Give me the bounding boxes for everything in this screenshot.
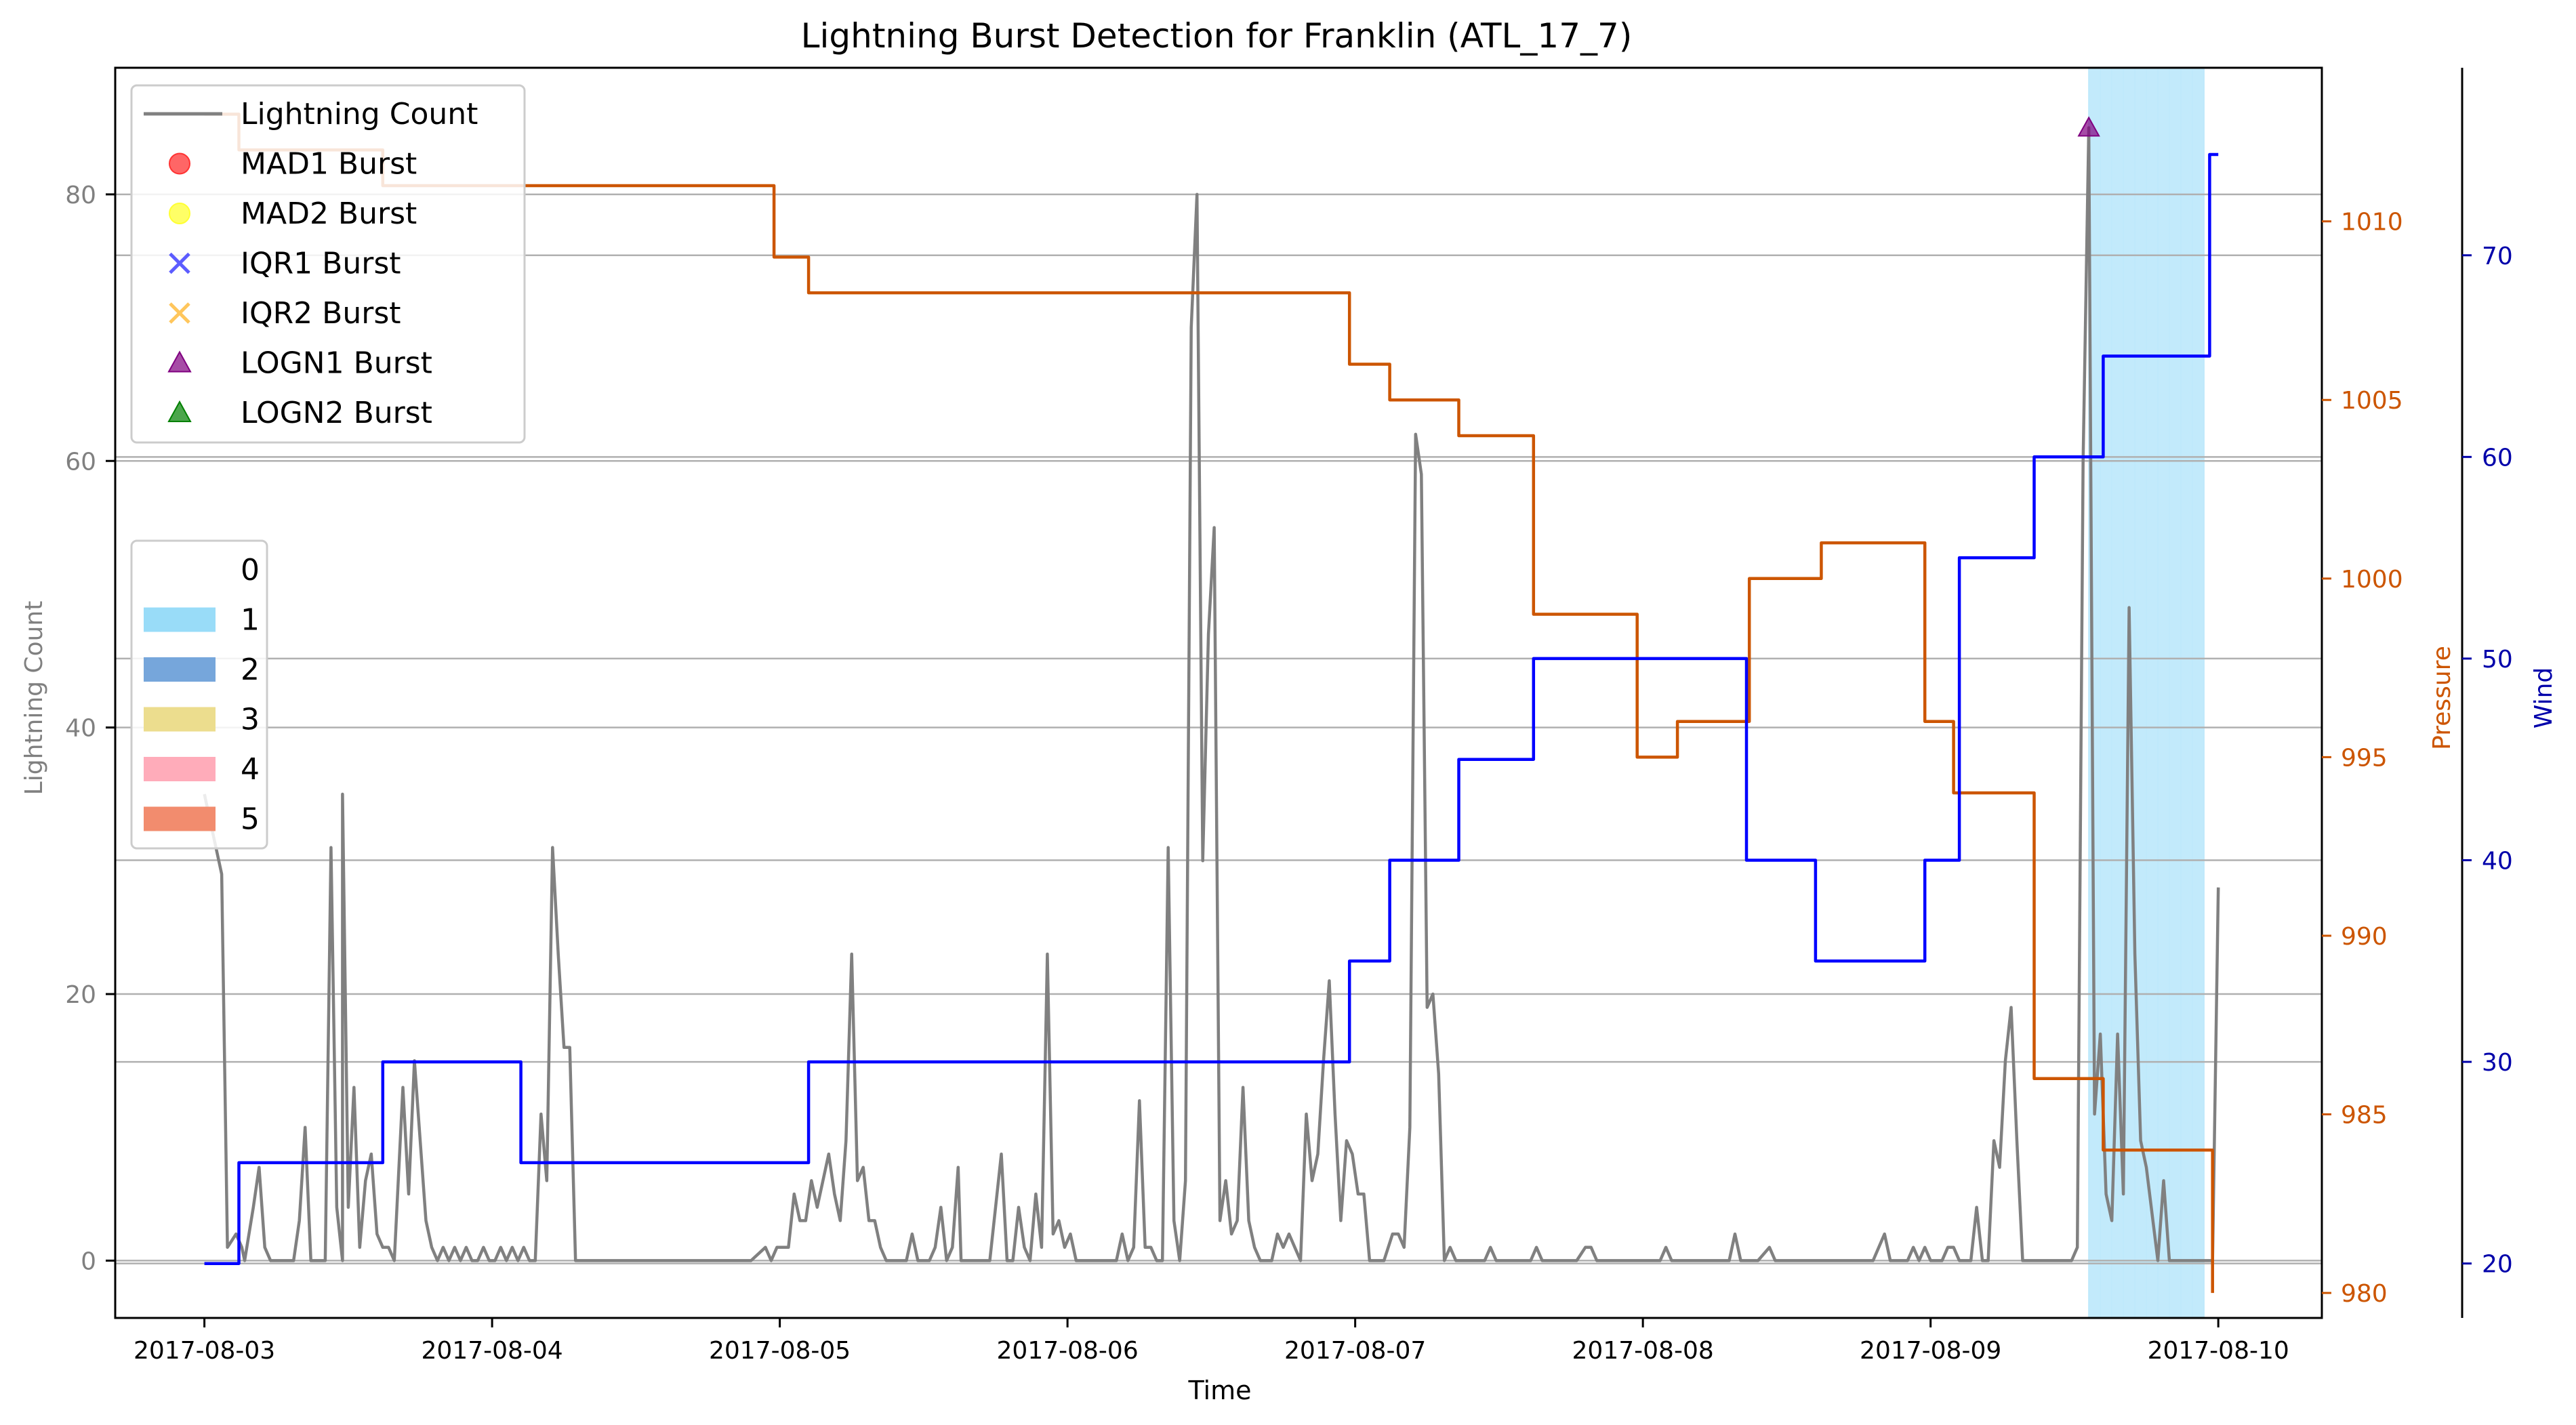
lightning-axis-label: Lightning Count bbox=[20, 601, 48, 796]
x-tick-label: 2017-08-03 bbox=[134, 1337, 275, 1365]
burst-legend-label: Lightning Count bbox=[241, 97, 478, 131]
plot-frame bbox=[114, 66, 2323, 1319]
category-swatch bbox=[144, 806, 216, 831]
legend-circle-swatch bbox=[169, 152, 190, 175]
legend-circle-swatch bbox=[169, 203, 190, 224]
burst-legend-label: MAD1 Burst bbox=[241, 147, 417, 182]
wind-tick-label: 50 bbox=[2482, 646, 2513, 674]
series-layer bbox=[203, 112, 2220, 1294]
burst-legend: Lightning Count MAD1 Burst MAD2 Burst IQR1 … bbox=[130, 84, 526, 444]
pressure-tick-label: 985 bbox=[2341, 1102, 2388, 1130]
wind-tick-label: 30 bbox=[2482, 1049, 2513, 1077]
category-legend-label: 3 bbox=[241, 703, 260, 737]
lightning-tick-label: 60 bbox=[65, 448, 96, 476]
x-axis-label: Time bbox=[1188, 1376, 1252, 1405]
x-tick-label: 2017-08-05 bbox=[709, 1337, 851, 1365]
logn1-burst-marker bbox=[2077, 116, 2100, 137]
wind-tick-label: 60 bbox=[2482, 444, 2513, 472]
burst-legend-label: MAD2 Burst bbox=[241, 197, 417, 231]
category-legend-label: 0 bbox=[241, 553, 260, 587]
category-legend-label: 5 bbox=[241, 802, 260, 837]
pressure-axis-label: Pressure bbox=[2428, 646, 2456, 750]
lightning-tick-label: 80 bbox=[65, 182, 96, 209]
category-swatch bbox=[144, 757, 216, 781]
pressure-tick-label: 1010 bbox=[2341, 209, 2403, 236]
x-tick-label: 2017-08-09 bbox=[1860, 1337, 2001, 1365]
wind-axis-ticks: 20 30 40 50 60 70 bbox=[2462, 243, 2513, 1279]
category-legend-label: 2 bbox=[241, 653, 260, 687]
category-swatch bbox=[144, 707, 216, 732]
pressure-tick-label: 990 bbox=[2341, 923, 2388, 951]
wind-line bbox=[204, 152, 2219, 1265]
burst-legend-label: LOGN1 Burst bbox=[241, 346, 432, 381]
pressure-tick-label: 980 bbox=[2341, 1280, 2388, 1308]
wind-tick-label: 20 bbox=[2482, 1251, 2513, 1279]
wind-tick-label: 40 bbox=[2482, 847, 2513, 875]
legend-x-swatch bbox=[169, 302, 190, 324]
burst-legend-label: LOGN2 Burst bbox=[241, 396, 432, 430]
x-tick-label: 2017-08-08 bbox=[1572, 1337, 1714, 1365]
legend-triangle-swatch bbox=[167, 400, 192, 422]
category-legend-label: 1 bbox=[241, 603, 260, 638]
marker-layer bbox=[2077, 116, 2100, 137]
legend-triangle-swatch bbox=[167, 350, 192, 373]
legend-x-swatch bbox=[169, 252, 190, 274]
burst-legend-label: IQR2 Burst bbox=[241, 296, 401, 331]
lightning-tick-label: 40 bbox=[65, 715, 96, 743]
wind-axis-label: Wind bbox=[2530, 667, 2558, 728]
pressure-tick-label: 1000 bbox=[2341, 566, 2403, 594]
category-swatch bbox=[144, 657, 216, 682]
x-tick-label: 2017-08-04 bbox=[422, 1337, 563, 1365]
x-tick-label: 2017-08-10 bbox=[2148, 1337, 2289, 1365]
chart-title: Lightning Burst Detection for Franklin (… bbox=[801, 16, 1633, 56]
x-tick-label: 2017-08-06 bbox=[997, 1337, 1139, 1365]
category-swatch bbox=[144, 607, 216, 632]
pressure-tick-label: 1005 bbox=[2341, 387, 2403, 415]
burst-legend-label: IQR1 Burst bbox=[241, 247, 401, 281]
wind-tick-label: 70 bbox=[2482, 243, 2513, 270]
lightning-axis-ticks: 0 20 40 60 80 bbox=[65, 182, 115, 1275]
pressure-axis-ticks: 980 985 990 995 1000 1005 1010 bbox=[2322, 209, 2403, 1308]
category-legend: 0 1 2 3 4 5 bbox=[130, 539, 268, 850]
shaded-region-layer bbox=[2088, 68, 2205, 1318]
category-legend-label: 4 bbox=[241, 752, 260, 787]
lightning-count-line bbox=[203, 126, 2220, 1262]
pressure-tick-label: 995 bbox=[2341, 744, 2388, 772]
x-ticks: 2017-08-03 2017-08-04 2017-08-05 2017-08-06… bbox=[134, 1318, 2289, 1365]
lightning-tick-label: 0 bbox=[81, 1247, 96, 1275]
pressure-line bbox=[204, 112, 2214, 1294]
burst-legend-frame bbox=[130, 84, 526, 444]
x-tick-label: 2017-08-07 bbox=[1284, 1337, 1426, 1365]
lightning-tick-label: 20 bbox=[65, 981, 96, 1009]
